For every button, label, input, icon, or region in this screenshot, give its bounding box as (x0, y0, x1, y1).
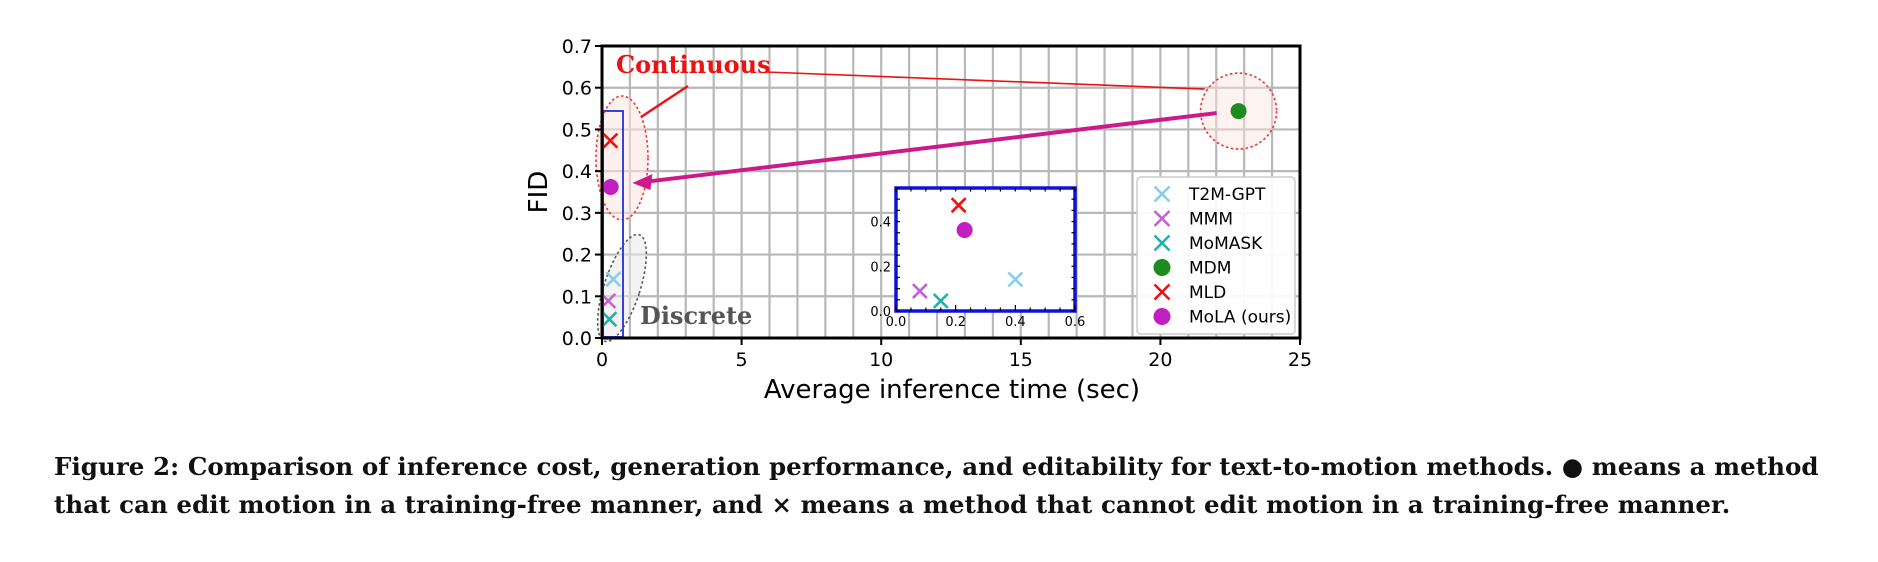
point-t2m-gpt (605, 271, 622, 288)
arrow-head (632, 173, 653, 190)
inset-x-tick-label: 0.2 (945, 315, 966, 330)
legend-marker-mmm-stroke (1153, 210, 1171, 227)
inset-y-tick-label: 0.4 (870, 216, 891, 231)
inset-plot: 0.0 0.2 0.4 0.6 0.0 0.2 0.4 (870, 186, 1086, 330)
continuous-label: Continuous (616, 50, 771, 79)
inset-point-mola-ours (956, 222, 973, 239)
mdm-to-mola-arrow (646, 111, 1217, 184)
legend-marker-momask (1153, 234, 1171, 252)
legend-marker-t2m-gpt (1153, 185, 1171, 203)
inset-point-momask (932, 293, 949, 309)
y-tick-label: 0.0 (562, 328, 592, 350)
legend-marker-mmm (1153, 210, 1171, 227)
inset-y-tick-label: 0.0 (870, 305, 891, 320)
point-mola-ours (602, 178, 619, 195)
continuous-pointer-group (640, 84, 689, 119)
inset-x-tick-label: 0.0 (886, 315, 907, 330)
legend-label-mdm: MDM (1189, 259, 1231, 279)
inset-frame (894, 186, 1077, 313)
x-tick-label: 0 (596, 349, 608, 371)
legend-label-mmm: MMM (1189, 210, 1233, 230)
inset-x-tick-label: 0.6 (1065, 315, 1086, 330)
point-mld-stroke (602, 132, 619, 149)
legend-marker-t2m-gpt-stroke (1153, 185, 1171, 203)
legend-marker-mola-ours (1153, 308, 1171, 325)
legend: T2M-GPT MMM MoMASK MDM MLD MoLA (ours) (1136, 176, 1296, 335)
inset-point-mmm (911, 283, 928, 300)
y-tick-label: 0.4 (562, 161, 592, 183)
inset-point-momask-stroke (932, 293, 949, 309)
y-tick-label: 0.2 (562, 245, 592, 267)
legend-marker-mld-stroke (1153, 283, 1171, 301)
axis-ticks: 0 5 10 15 20 25 0.0 0.1 0.2 0.3 0.4 0.5 0.6 0.7 (562, 36, 1312, 371)
legend-label-mola-ours: MoLA (ours) (1189, 308, 1291, 328)
legend-label-t2m-gpt: T2M-GPT (1188, 185, 1266, 205)
data-points (600, 103, 1247, 328)
legend-box (1136, 176, 1296, 335)
legend-marker-mld (1153, 283, 1171, 301)
y-tick-label: 0.1 (562, 286, 592, 308)
inset-point-mld-stroke (950, 197, 967, 214)
point-momask (601, 311, 618, 328)
y-tick-label: 0.3 (562, 203, 592, 225)
y-tick-label: 0.7 (562, 36, 592, 58)
x-tick-label: 15 (1009, 349, 1033, 371)
caption-text: Comparison of inference cost, generation… (54, 452, 1819, 519)
inset-point-mmm-stroke (911, 283, 928, 300)
legend-marker-momask-stroke (1153, 234, 1171, 252)
y-tick-label: 0.5 (562, 119, 592, 141)
x-tick-label: 10 (869, 349, 893, 371)
inset-x-tick-label: 0.4 (1005, 315, 1026, 330)
point-mmm-stroke (600, 292, 617, 309)
plot-frame (600, 44, 1302, 340)
discrete-label: Discrete (640, 301, 752, 330)
point-momask-stroke (601, 311, 618, 328)
inset-y-tick-label: 0.2 (870, 260, 891, 275)
continuous-pointer-mdm (765, 71, 1205, 90)
legend-label-momask: MoMASK (1189, 234, 1263, 254)
point-mdm (1230, 103, 1247, 120)
x-tick-label: 20 (1148, 349, 1172, 371)
point-mmm (600, 292, 617, 309)
x-tick-label: 25 (1288, 349, 1312, 371)
x-tick-label: 5 (736, 349, 748, 371)
legend-label-mld: MLD (1189, 283, 1226, 303)
figure-caption: Figure 2: Comparison of inference cost, … (54, 448, 1844, 524)
caption-label: Figure 2: (54, 452, 180, 481)
inset-point-t2m-gpt (1007, 271, 1024, 288)
inset-point-mld (950, 197, 967, 214)
legend-marker-mdm (1153, 259, 1171, 276)
y-axis-label: FID (524, 171, 554, 214)
x-axis-label: Average inference time (sec) (764, 375, 1140, 405)
point-t2m-gpt-stroke (605, 271, 622, 288)
y-tick-label: 0.6 (562, 78, 592, 100)
inset-point-t2m-gpt-stroke (1007, 271, 1024, 288)
point-mld (602, 132, 619, 149)
